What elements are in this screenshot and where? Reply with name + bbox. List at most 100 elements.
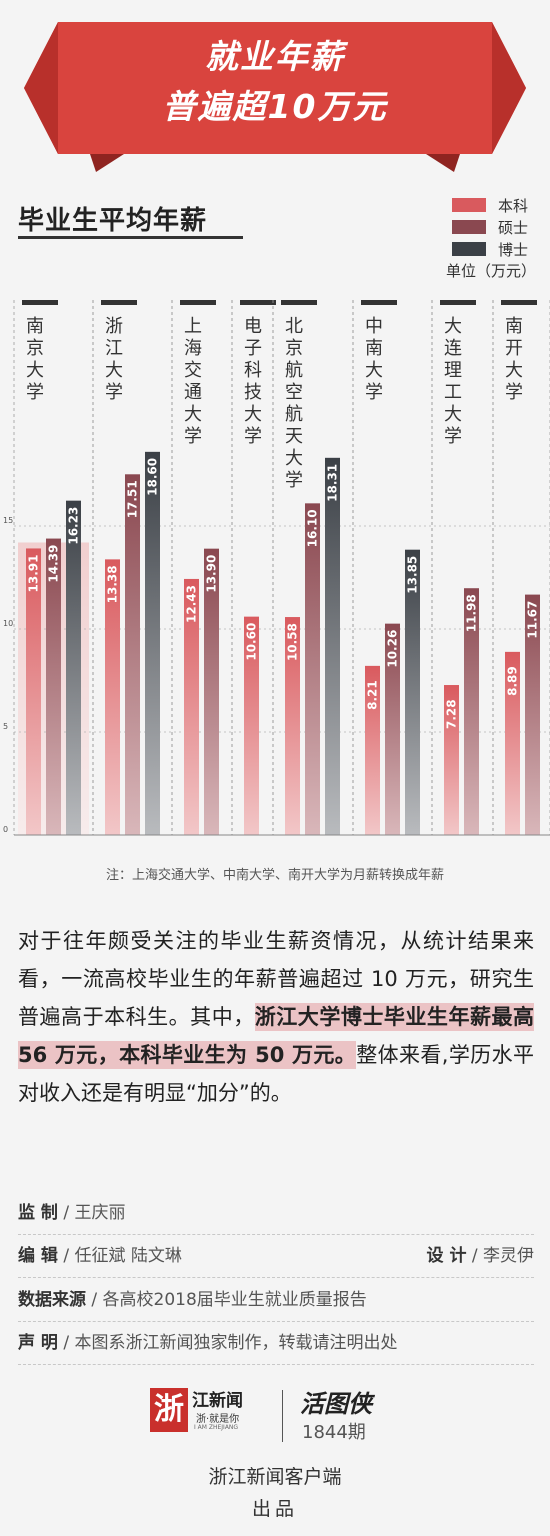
category-label: 大 [444,316,462,337]
category-label: 大 [184,404,202,425]
category-label: 航 [285,360,303,381]
bar-value-label: 16.10 [306,509,320,547]
bar-value-label: 10.26 [386,630,400,668]
bar [365,665,380,835]
category-label: 大 [26,360,44,381]
category-label: 大 [505,360,523,381]
credit-value-designer: 李灵伊 [483,1246,534,1266]
category-label: 中 [365,316,383,337]
bar [184,578,199,835]
credit-value-editor: 任征斌 陆文琳 [74,1246,182,1266]
bar-value-label: 18.60 [146,458,160,496]
category-label: 科 [244,360,262,381]
bar-value-label: 7.28 [445,699,459,729]
category-label: 大 [105,360,123,381]
zhejiang-news-logo: 浙 江新闻 浙·就是你 I AM ZHEJIANG [150,1386,260,1440]
bar-value-label: 13.38 [106,565,120,603]
banner-title-line2: 普遍超10万元 [162,87,388,126]
chart-title: 毕业生平均年薪 [18,206,208,236]
paragraph-text-2: 整体来看,学历水平对收入还是有明显“加分”的。 [18,1043,534,1105]
group-top-marker [281,300,317,305]
header-banner: 就业年薪 普遍超10万元 [0,0,550,175]
unit-label: 单位（万元） [446,262,537,280]
bar [105,559,120,835]
credit-key-statement: 声 明 [18,1333,58,1353]
banner-title-line1: 就业年薪 [205,37,345,76]
category-label: 航 [285,404,303,425]
category-label: 连 [444,338,462,359]
category-label: 开 [505,338,523,359]
bar [66,500,81,835]
bar [285,617,300,835]
title-underline [18,236,243,239]
summary-paragraph: 对于往年颇受关注的毕业生薪资情况，从统计结果来看，一流高校毕业生的年薪普遍超过 … [18,922,535,1112]
category-label: 海 [184,338,202,359]
category-label: 大 [244,404,262,425]
credit-supervisor: 监 制 / 王庆丽 [18,1198,534,1235]
category-label: 空 [285,382,303,403]
footer-app-name: 浙江新闻客户端 [208,1466,342,1488]
category-label: 北 [285,316,303,337]
legend-label-doctor: 博士 [498,241,529,259]
legend-swatch-bachelor [452,198,486,212]
category-label: 大 [365,360,383,381]
logo-mark: 浙 [150,1388,188,1432]
legend-label-bachelor: 本科 [498,197,529,215]
category-label: 南 [26,316,44,337]
y-tick-label: 10 [3,619,13,628]
credit-key-designer: 设 计 [426,1246,467,1266]
credit-statement: 声 明 / 本图系浙江新闻独家制作，转载请注明出处 [18,1328,534,1365]
category-label: 京 [26,338,44,359]
category-label: 江 [105,338,123,359]
legend-item-bachelor: 本科 [452,194,542,216]
legend-item-master: 硕士 [452,216,542,238]
bar-value-label: 17.51 [126,480,140,518]
credit-editor: 编 辑 / 任征斌 陆文琳 设 计 / 李灵伊 [18,1241,534,1278]
category-label: 上 [184,316,202,337]
bar-value-label: 8.89 [506,666,520,696]
bar-value-label: 13.85 [406,556,420,594]
credit-key-source: 数据来源 [18,1290,86,1310]
bar-value-label: 18.31 [326,464,340,502]
bar [26,548,41,835]
logo-text: 江新闻 [192,1391,243,1411]
bar [325,457,340,835]
bar [244,616,259,835]
bar-value-label: 13.91 [27,554,41,592]
category-label: 南 [365,338,383,359]
chart-note: 注：上海交通大学、中南大学、南开大学为月薪转换成年薪 [105,868,444,883]
bar [464,588,479,835]
category-label: 交 [184,360,202,381]
credit-key-supervisor: 监 制 [18,1203,58,1223]
bar-value-label: 8.21 [366,680,380,710]
footer-produce: 出品 [251,1498,298,1520]
bar-value-label: 12.43 [185,585,199,623]
category-label: 学 [244,426,262,447]
credit-designer: 设 计 / 李灵伊 [426,1246,534,1266]
category-label: 学 [285,470,303,491]
bar [125,474,140,835]
credit-value-source: 各高校2018届毕业生就业质量报告 [102,1290,367,1310]
category-label: 学 [505,382,523,403]
y-tick-label: 5 [3,722,8,731]
bar [305,503,320,835]
credit-value-supervisor: 王庆丽 [74,1203,126,1223]
bar [505,651,520,835]
group-top-marker [440,300,476,305]
y-tick-label: 15 [3,516,13,525]
bar-value-label: 16.23 [67,507,81,545]
bar-value-label: 11.67 [526,601,540,639]
category-label: 理 [444,360,462,381]
category-label: 子 [244,338,262,359]
category-label: 南 [505,316,523,337]
legend-label-master: 硕士 [498,219,529,237]
legend-swatch-master [452,220,486,234]
category-label: 大 [444,404,462,425]
bar [145,451,160,835]
group-top-marker [101,300,137,305]
bar-value-label: 11.98 [465,594,479,632]
bar [204,548,219,835]
category-label: 学 [444,426,462,447]
bar-value-label: 10.60 [245,623,259,661]
